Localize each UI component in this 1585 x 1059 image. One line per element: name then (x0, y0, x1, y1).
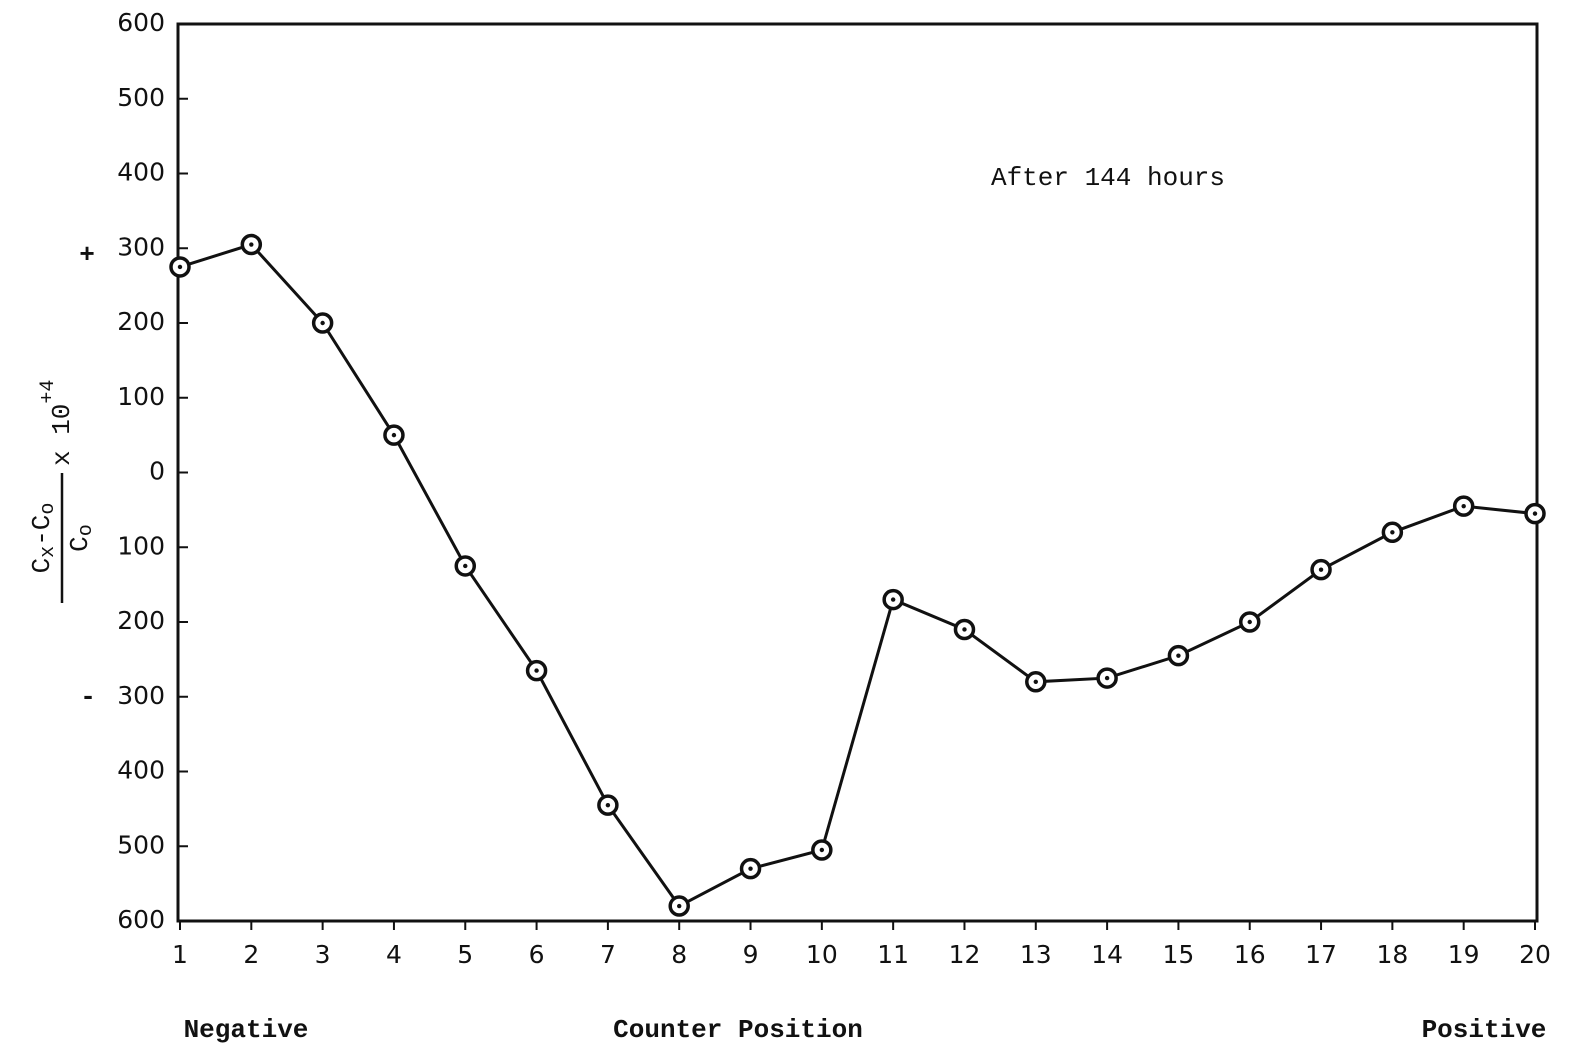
point-dot (1461, 503, 1466, 509)
x-tick-label: 12 (949, 940, 981, 969)
point-dot (1104, 675, 1110, 681)
x-end-label: Positive (1422, 1015, 1547, 1045)
point (1524, 502, 1546, 525)
x-axis-label: Counter Position (613, 1015, 863, 1045)
point (1167, 644, 1190, 667)
x-tick-label: 16 (1234, 940, 1266, 969)
y-tick-label: 100 (117, 382, 165, 411)
y-tick-label: 100 (117, 531, 165, 560)
y-sign: - (80, 682, 96, 712)
point (1025, 671, 1047, 693)
x-end-label: Negative (184, 1015, 309, 1045)
y-sign: + (79, 240, 95, 270)
point-dot (962, 627, 967, 632)
point (953, 618, 976, 641)
x-tick-label: 19 (1448, 940, 1480, 969)
point-dot (1390, 530, 1395, 535)
x-tick-label: 6 (529, 940, 545, 969)
y-label-part: C (27, 558, 57, 574)
y-label-part: -C (27, 515, 57, 546)
y-label-part: x 10 (47, 404, 77, 466)
y-tick-label: 600 (117, 905, 165, 934)
y-tick-label: 400 (117, 158, 165, 187)
y-tick-label: 0 (149, 457, 165, 486)
y-label-numerator: Cx-Co (27, 503, 60, 574)
point (525, 659, 548, 682)
x-tick-label: 2 (243, 940, 259, 969)
y-tick-label: 300 (117, 232, 165, 261)
x-tick-label: 20 (1519, 940, 1551, 969)
plot-frame (176, 22, 1539, 923)
point-dot (748, 866, 753, 871)
y-label-part: o (37, 503, 60, 515)
point-dot (1318, 567, 1324, 572)
point-dot (677, 903, 682, 909)
y-label-part: +4 (37, 380, 60, 404)
y-label-part: C (65, 536, 95, 552)
point (882, 588, 904, 611)
annotation: After 144 hours (991, 163, 1225, 193)
point-dot (534, 668, 539, 673)
point-dot (463, 563, 468, 569)
x-tick-label: 15 (1163, 940, 1195, 969)
point (311, 312, 334, 334)
y-label-denominator: Co (65, 524, 98, 552)
point (597, 794, 619, 816)
point (383, 424, 405, 446)
y-tick-label: 500 (117, 830, 165, 859)
point (811, 839, 833, 861)
x-tick-label: 8 (671, 940, 687, 969)
x-tick-label: 1 (172, 940, 188, 969)
point (1238, 611, 1261, 633)
x-tick-label: 4 (386, 940, 402, 969)
x-tick-label: 9 (743, 940, 759, 969)
y-axis-label: Cx-Co Co x 10+4 (27, 380, 98, 603)
point-dot (1532, 511, 1538, 516)
x-tick-label: 14 (1091, 940, 1123, 969)
x-tick-label: 18 (1376, 940, 1408, 969)
y-tick-label: 300 (117, 681, 165, 710)
point (169, 256, 191, 278)
x-tick-label: 11 (877, 940, 909, 969)
point (668, 895, 690, 917)
x-tick-label: 13 (1020, 940, 1052, 969)
x-tick-label: 10 (806, 940, 838, 969)
y-tick-label: 200 (117, 307, 165, 336)
point-dot (1247, 619, 1252, 625)
x-tick-label: 7 (600, 940, 616, 969)
point (739, 857, 762, 880)
y-label-part: x (37, 546, 60, 558)
point-dot (819, 847, 825, 853)
y-tick-label: 600 (117, 8, 165, 37)
point (1096, 667, 1118, 689)
y-tick-label: 500 (117, 83, 165, 112)
y-tick-label: 200 (117, 606, 165, 635)
x-tick-label: 17 (1305, 940, 1337, 969)
line (179, 242, 1536, 908)
point-dot (391, 432, 397, 438)
x-tick-label: 3 (315, 940, 331, 969)
point-dot (177, 264, 183, 270)
point-dot (1033, 679, 1038, 684)
point (454, 555, 477, 577)
x-tick-label: 5 (457, 940, 473, 969)
point-dot (249, 242, 254, 247)
point-dot (890, 597, 896, 602)
point-dot (1176, 653, 1181, 658)
point (1381, 521, 1404, 544)
point (1310, 558, 1332, 581)
point-dot (605, 802, 611, 808)
y-label-part: o (75, 524, 98, 536)
y-tick-label: 400 (117, 756, 165, 785)
point (240, 233, 263, 256)
point-dot (320, 320, 325, 326)
point (1452, 495, 1475, 517)
y-label-factor: x 10+4 (37, 380, 77, 466)
